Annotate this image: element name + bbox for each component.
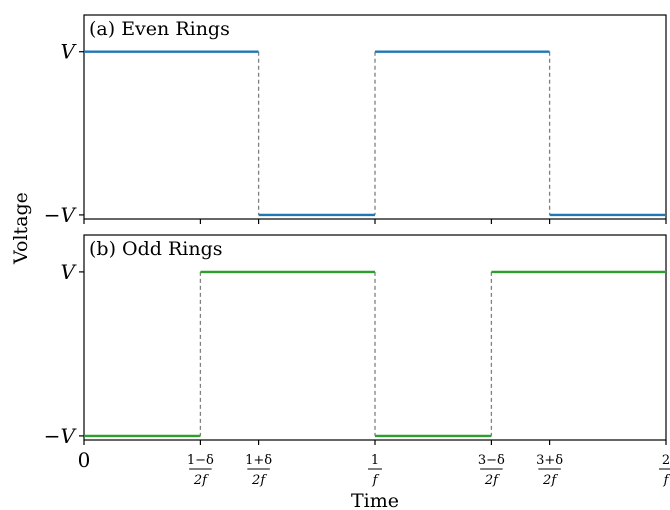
y-tick-label: V [61, 40, 78, 64]
y-axis-label: Voltage [10, 192, 32, 265]
x-tick-numerator: 1 [371, 453, 379, 468]
x-tick-label: 3−δ2f [478, 453, 505, 488]
x-tick-label: 1+δ2f [245, 453, 272, 488]
x-tick-label: 2f [659, 453, 670, 488]
x-tick-label: 1f [368, 453, 382, 488]
panel-even-rings: (a) Even Rings V −V [44, 14, 667, 227]
x-tick-denominator: 2f [484, 473, 500, 488]
panel-label: (a) Even Rings [89, 18, 230, 40]
y-tick-label: V [61, 260, 78, 284]
panel-label: (b) Odd Rings [89, 238, 223, 260]
x-tick-label: 0 [78, 448, 91, 472]
x-tick-denominator: f [663, 473, 670, 488]
x-tick-denominator: 2f [251, 473, 267, 488]
x-tick-numerator: 3−δ [478, 453, 505, 468]
x-tick-denominator: f [372, 473, 380, 488]
x-tick-label: 1−δ2f [187, 453, 214, 488]
x-tick-numerator: 2 [662, 453, 670, 468]
x-tick-numerator: 1−δ [187, 453, 214, 468]
x-tick-denominator: 2f [542, 473, 558, 488]
y-tick-label: −V [44, 203, 78, 227]
x-tick-numerator: 3+δ [536, 453, 563, 468]
y-tick-label: −V [44, 424, 78, 448]
x-axis-label: Time [351, 490, 399, 510]
x-tick-numerator: 1+δ [245, 453, 272, 468]
x-tick-denominator: 2f [193, 473, 209, 488]
panel-odd-rings: (b) Odd Rings V −V [44, 234, 667, 448]
x-tick-label: 3+δ2f [536, 453, 563, 488]
